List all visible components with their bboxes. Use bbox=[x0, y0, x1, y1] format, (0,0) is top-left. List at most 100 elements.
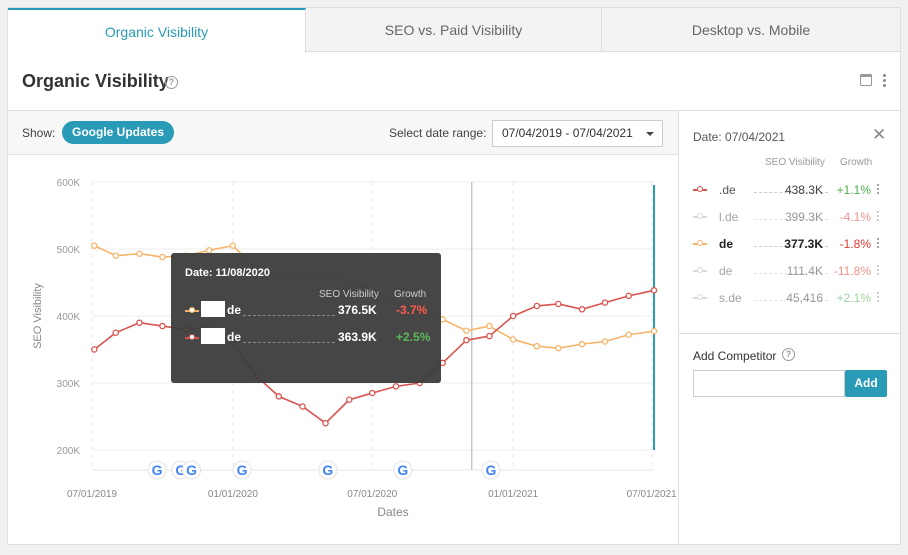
data-point[interactable] bbox=[533, 342, 541, 350]
data-point[interactable] bbox=[533, 302, 541, 310]
data-point[interactable] bbox=[112, 329, 119, 336]
data-point[interactable] bbox=[509, 336, 517, 343]
data-point[interactable] bbox=[346, 396, 353, 403]
question-circle-icon[interactable]: ? bbox=[165, 76, 178, 89]
data-point[interactable] bbox=[509, 312, 517, 320]
add-button[interactable]: Add bbox=[845, 370, 887, 397]
google-update-icon[interactable]: G bbox=[182, 460, 202, 480]
close-icon[interactable]: ✕ bbox=[872, 125, 887, 144]
data-point[interactable] bbox=[136, 250, 143, 257]
date-range-select[interactable]: 07/04/2019 - 07/04/2021 bbox=[492, 120, 663, 147]
more-options-icon[interactable] bbox=[877, 211, 880, 221]
data-point[interactable] bbox=[275, 393, 283, 400]
google-update-icon[interactable]: G bbox=[318, 460, 338, 480]
tab-bar: Organic Visibility SEO vs. Paid Visibili… bbox=[8, 8, 900, 53]
data-point[interactable] bbox=[650, 327, 658, 335]
date-range-label: Select date range: bbox=[389, 126, 487, 140]
data-point[interactable] bbox=[601, 338, 609, 345]
more-options-icon[interactable] bbox=[877, 265, 880, 275]
data-point[interactable] bbox=[159, 322, 166, 330]
series-marker-icon bbox=[693, 213, 707, 219]
google-update-icon[interactable]: G bbox=[232, 460, 252, 480]
data-point[interactable] bbox=[555, 300, 562, 308]
competitor-row[interactable]: s.de 45,416 +2.1% bbox=[679, 288, 901, 308]
more-options-icon[interactable] bbox=[877, 184, 880, 194]
data-point[interactable] bbox=[486, 322, 493, 330]
show-label: Show: bbox=[22, 126, 56, 140]
data-point[interactable] bbox=[299, 403, 306, 410]
x-tick-label: 07/01/2021 bbox=[627, 489, 677, 500]
data-point[interactable] bbox=[91, 346, 98, 353]
data-point[interactable] bbox=[392, 383, 400, 390]
divider bbox=[679, 333, 901, 334]
more-options-icon[interactable] bbox=[877, 238, 880, 248]
y-tick-label: 200K bbox=[57, 446, 81, 457]
x-tick-label: 01/01/2020 bbox=[208, 489, 258, 500]
data-point[interactable] bbox=[136, 319, 143, 326]
data-point[interactable] bbox=[625, 331, 632, 339]
google-update-icon[interactable]: G bbox=[147, 460, 167, 480]
competitor-row[interactable]: .de 438.3K +1.1% bbox=[679, 180, 901, 200]
sidebar-date: Date: 07/04/2021 bbox=[693, 130, 786, 144]
competitor-growth: -4.1% bbox=[839, 210, 871, 224]
data-point[interactable] bbox=[486, 332, 493, 340]
data-point[interactable] bbox=[112, 252, 119, 259]
competitor-name: l.de bbox=[719, 210, 739, 224]
calendar-icon[interactable] bbox=[860, 74, 872, 86]
chart-area: Show: Google Updates Select date range: … bbox=[8, 110, 678, 544]
data-point[interactable] bbox=[650, 287, 658, 294]
data-point[interactable] bbox=[91, 242, 98, 249]
organic-visibility-panel: Organic Visibility SEO vs. Paid Visibili… bbox=[7, 7, 901, 545]
google-updates-toggle[interactable]: Google Updates bbox=[62, 121, 175, 144]
tab-organic-visibility[interactable]: Organic Visibility bbox=[8, 8, 306, 53]
svg-text:G: G bbox=[175, 462, 186, 478]
svg-text:G: G bbox=[152, 462, 163, 478]
data-point[interactable] bbox=[578, 306, 586, 313]
competitor-growth: -11.8% bbox=[833, 264, 871, 278]
data-point[interactable] bbox=[205, 247, 213, 254]
svg-text:G: G bbox=[237, 462, 248, 478]
redacted-name-block bbox=[201, 301, 225, 317]
dotted-leader bbox=[754, 192, 828, 193]
data-point[interactable] bbox=[601, 299, 609, 306]
data-point[interactable] bbox=[463, 327, 470, 334]
data-point[interactable] bbox=[463, 336, 470, 344]
data-point[interactable] bbox=[368, 389, 376, 397]
x-tick-label: 01/01/2021 bbox=[488, 489, 538, 500]
data-point[interactable] bbox=[229, 242, 237, 249]
data-point[interactable] bbox=[555, 344, 562, 352]
competitor-row[interactable]: de 111.4K -11.8% bbox=[679, 261, 901, 281]
tab-seo-vs-paid[interactable]: SEO vs. Paid Visibility bbox=[306, 8, 602, 52]
data-point[interactable] bbox=[578, 340, 586, 348]
y-tick-label: 300K bbox=[57, 379, 81, 390]
data-point[interactable] bbox=[322, 419, 329, 427]
competitor-row[interactable]: l.de 399.3K -4.1% bbox=[679, 207, 901, 227]
data-point[interactable] bbox=[625, 292, 632, 300]
series-marker-icon bbox=[693, 294, 707, 300]
seo-visibility-chart[interactable]: 600K 500K 400K 300K 200K 07/01/2019 01/01/2020… bbox=[8, 155, 678, 545]
competitor-visibility: 45,416 bbox=[786, 291, 823, 305]
tooltip-series-growth: -3.7% bbox=[396, 303, 428, 317]
tooltip-series-value: 363.9K bbox=[338, 330, 377, 344]
competitor-growth: -1.8% bbox=[839, 237, 871, 251]
data-point[interactable] bbox=[159, 253, 166, 261]
tab-desktop-vs-mobile[interactable]: Desktop vs. Mobile bbox=[691, 22, 811, 38]
y-tick-label: 600K bbox=[57, 178, 81, 189]
competitor-name: .de bbox=[719, 183, 736, 197]
add-competitor-label: Add Competitor bbox=[693, 349, 777, 363]
add-competitor-input[interactable] bbox=[693, 370, 845, 397]
question-circle-icon[interactable]: ? bbox=[782, 348, 795, 361]
competitor-name: s.de bbox=[719, 291, 742, 305]
more-options-icon[interactable] bbox=[877, 292, 880, 302]
google-update-icon[interactable]: G bbox=[393, 460, 413, 480]
dotted-leader bbox=[754, 246, 828, 247]
google-update-icon[interactable]: G bbox=[481, 460, 501, 480]
dotted-leader bbox=[754, 300, 828, 301]
tooltip-series-value: 376.5K bbox=[338, 303, 377, 317]
series-marker-icon bbox=[693, 186, 707, 192]
competitor-row[interactable]: de 377.3K -1.8% bbox=[679, 234, 901, 254]
tooltip-series-growth: +2.5% bbox=[396, 330, 431, 344]
tooltip-series-name: de bbox=[227, 303, 242, 317]
chart-toolbar: Show: Google Updates Select date range: … bbox=[8, 111, 678, 155]
more-options-icon[interactable] bbox=[883, 74, 886, 87]
